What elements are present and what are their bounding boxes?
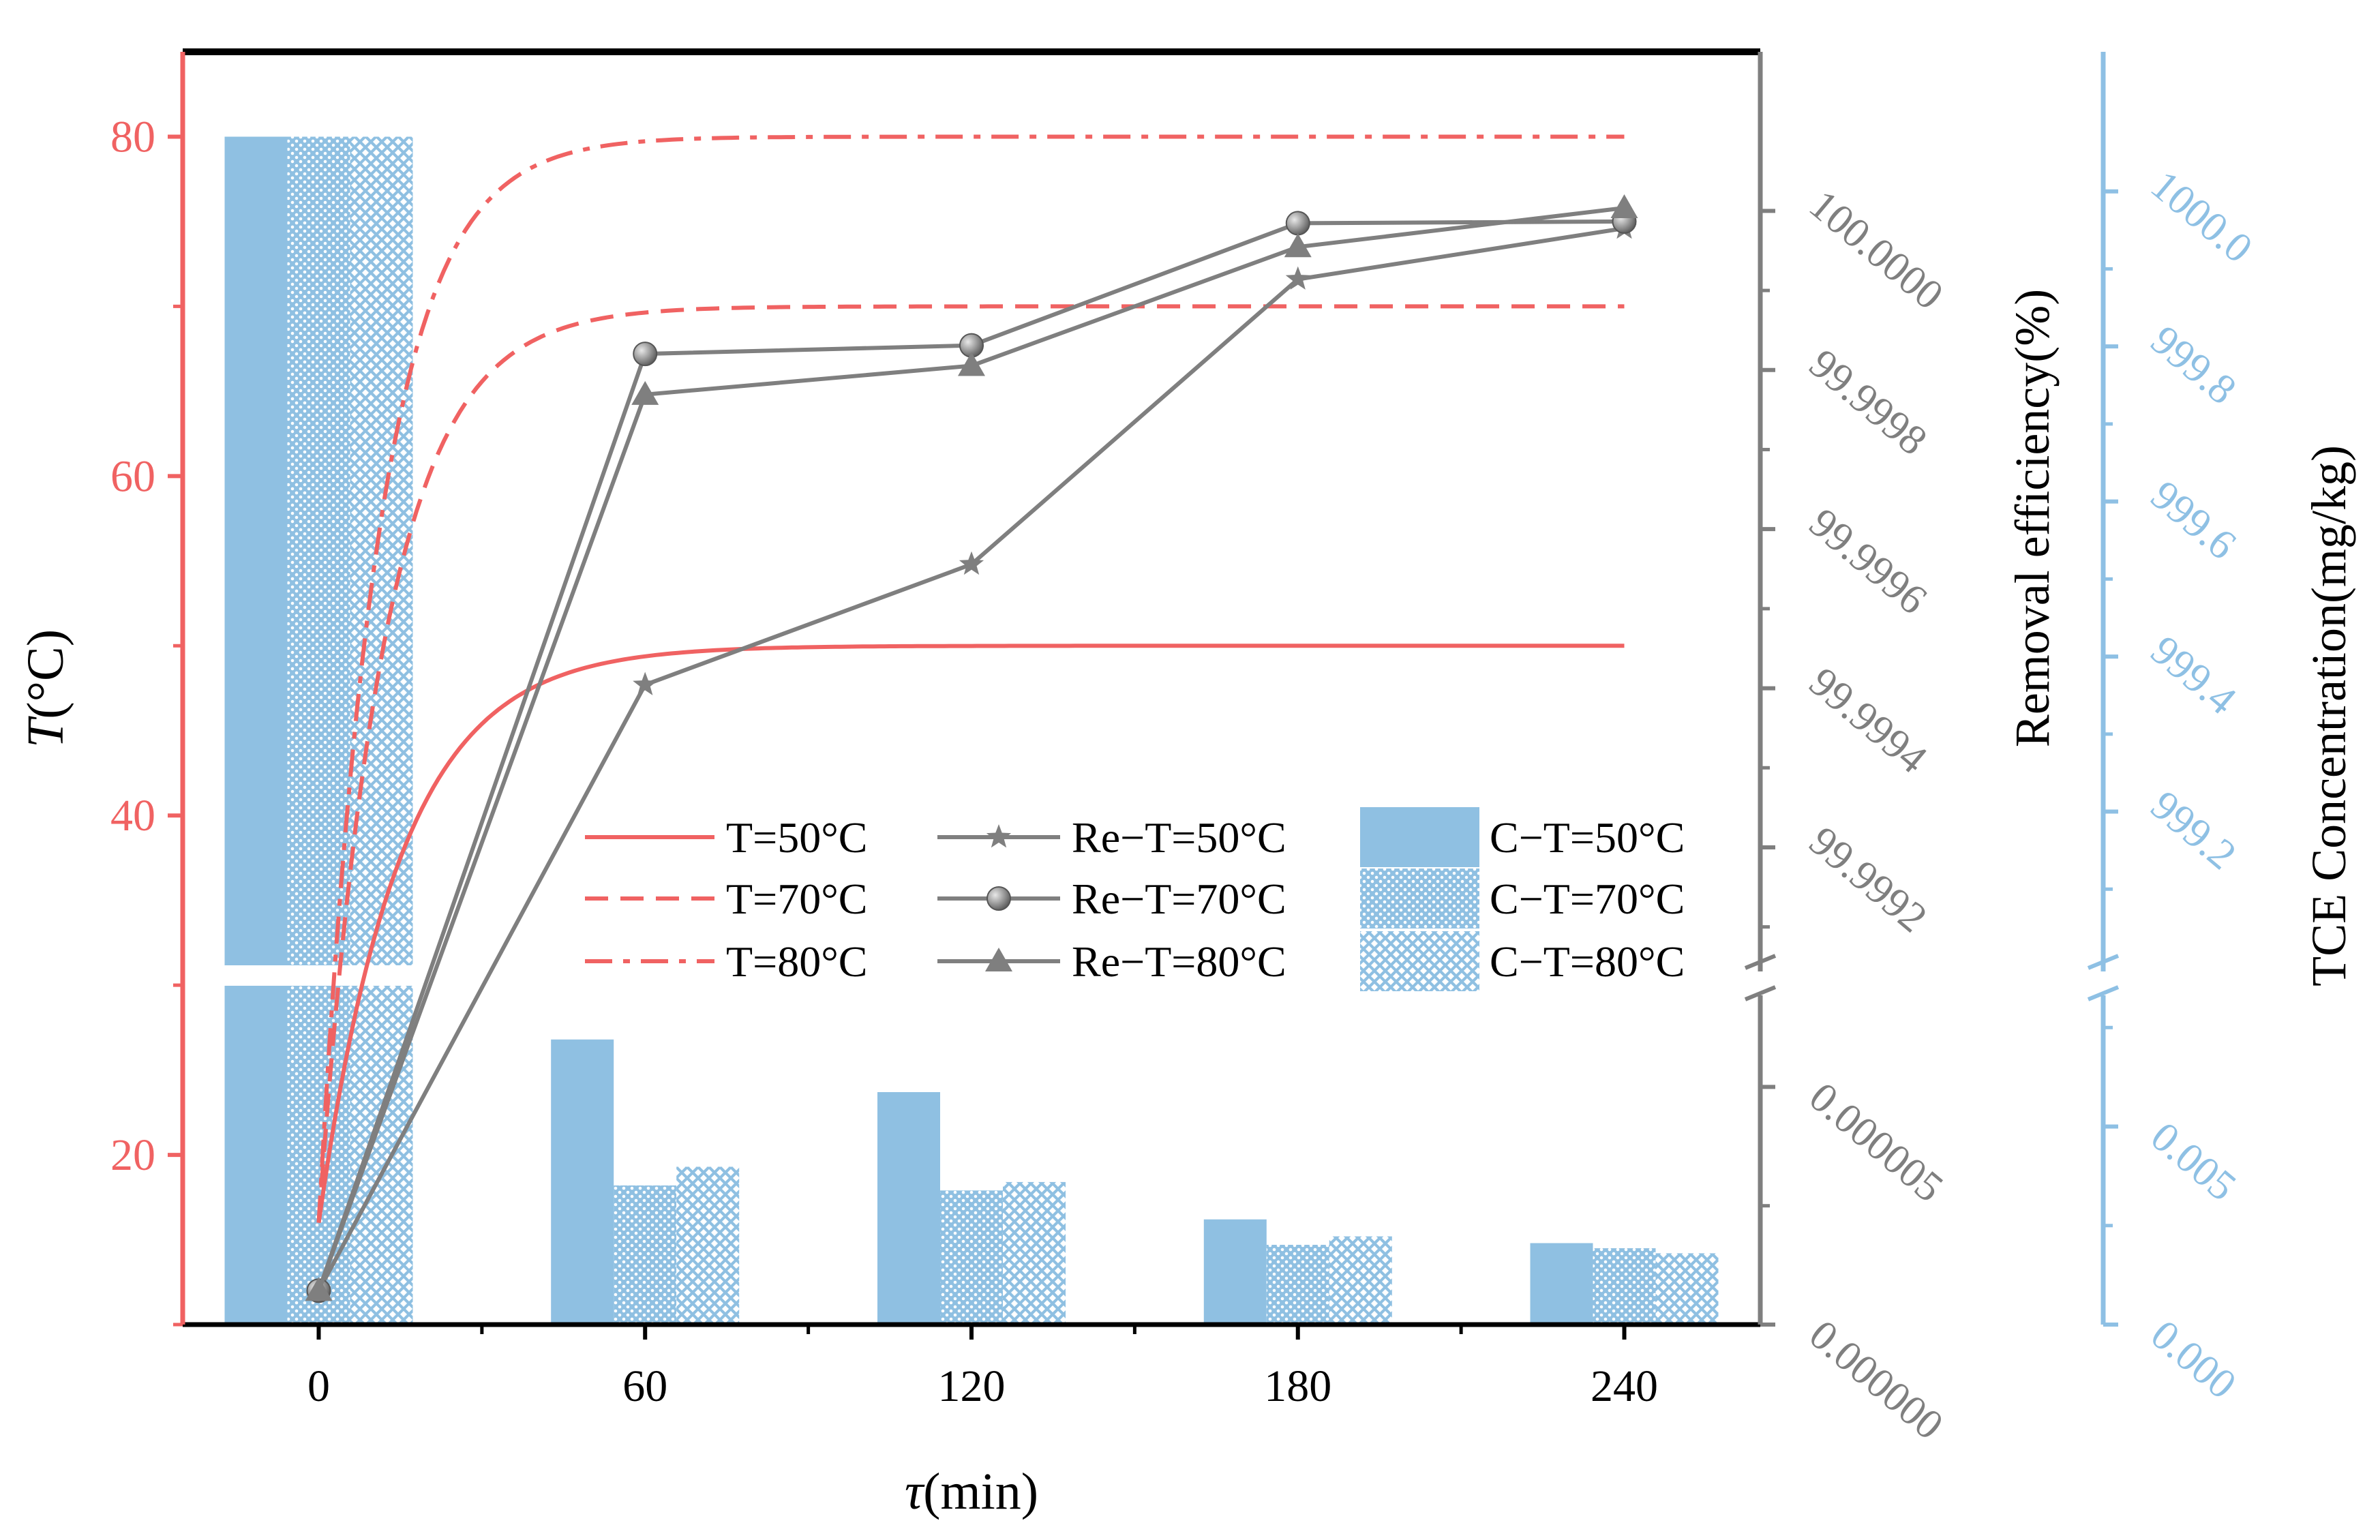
bar-dots-60 [614,1185,677,1325]
legend-label-temperature-80: T=80°C [726,937,867,986]
bar-solid-120 [877,1092,940,1325]
bar-solid-60 [551,1039,614,1325]
right-axis-2-upper-tick-label: 999.6 [2142,472,2245,569]
right-axis-1-title: Removal efficiency(%) [2005,289,2060,747]
right-axis-2-upper-tick-label: 999.8 [2142,317,2245,414]
right-axis-1-upper-tick-label: 99.9992 [1801,818,1935,942]
right-axis-1-lower-tick-label: 0.000005 [1801,1074,1952,1211]
left-axis-title: T(°C) [17,629,74,748]
right-axis-1-upper-tick-label: 99.9998 [1801,340,1935,464]
removal-point-star-60 [633,671,658,695]
legend-label-bar-dots: C−T=70°C [1490,875,1685,923]
bar-crosshatch-0 [350,136,413,1325]
legend-label-temperature-70: T=70°C [726,875,867,923]
legend-label-temperature-50: T=50°C [726,813,867,862]
right-axis-1-upper-tick-label: 99.9994 [1801,659,1935,783]
temperature-curves [316,134,1625,1224]
right-axis-1-upper-tick-label: 99.9996 [1801,500,1935,624]
legend-label-removal-circle: Re−T=70°C [1072,875,1286,923]
legend-label-bar-crosshatch: C−T=80°C [1490,937,1685,986]
right-axis-2-upper-tick-label: 999.4 [2142,627,2245,724]
legend-label-bar-solid: C−T=50°C [1490,813,1685,862]
removal-point-star-120 [959,551,984,575]
bar-solid-0 [224,136,288,1325]
left-tick-label-80: 80 [110,112,155,162]
removal-point-circle-180 [1285,211,1310,236]
removal-point-triangle-60 [631,380,659,405]
legend-swatch-bar-dots [1360,869,1479,928]
legend-swatch-removal-marker-circle [986,886,1011,911]
removal-point-triangle-180 [1284,233,1312,258]
legend-swatch-removal-marker-triangle [985,948,1012,971]
bar-crosshatch-180 [1329,1236,1392,1325]
x-axis-ticks: 0 60 120 180 240 [307,1325,1658,1411]
bar-solid-180 [1203,1219,1267,1325]
bar-solid-240 [1530,1243,1593,1325]
removal-point-circle-60 [633,342,658,367]
right-axis-2-lower-tick-label: 0.000 [2142,1312,2245,1408]
right-axis-2-ticks: 999.2 999.4 999.6 999.8 1000.0 0.000 0.005 [2103,162,2261,1408]
temperature-curve-70 [316,304,1625,1223]
right-axis-2-title: TCE Concentration(mg/kg) [2302,445,2356,986]
right-axis-2-lower-tick-label: 0.005 [2142,1113,2245,1210]
left-tick-label-40: 40 [110,791,155,841]
concentration-bars [224,136,1719,1325]
removal-point-triangle-120 [958,352,985,376]
temperature-curve-80 [316,134,1625,1223]
x-tick-label-120: 120 [938,1361,1006,1411]
legend-swatch-removal-marker-star [986,824,1012,848]
right-axis-1-ticks: 99.9992 99.9994 99.9996 99.9998 100.0000 0.00… [1760,181,1952,1449]
right-axis-2-upper-tick-label: 999.2 [2142,782,2245,879]
x-tick-label-180: 180 [1264,1361,1331,1411]
removal-point-star-180 [1285,266,1310,290]
removal-line-star [316,226,1625,1292]
legend-swatch-bar-crosshatch [1360,931,1479,991]
bar-dots-0 [287,136,350,1325]
bar-dots-240 [1593,1248,1656,1325]
x-tick-label-0: 0 [307,1361,330,1411]
axis-break-mark-1 [1744,954,1777,1001]
bar-crosshatch-60 [676,1166,740,1325]
axis-break-mark-2 [2087,954,2120,1001]
removal-point-triangle-240 [1610,194,1638,219]
bar-dots-120 [940,1190,1003,1325]
bar-crosshatch-120 [1003,1181,1066,1325]
legend: T=50°C T=70°C T=80°C Re−T=50°C Re−T=70°C Re−T… [585,807,1685,991]
right-axis-2-upper-tick-label: 1000.0 [2142,162,2261,272]
legend-label-removal-triangle: Re−T=80°C [1072,937,1286,986]
x-tick-label-240: 240 [1591,1361,1658,1411]
legend-label-removal-star: Re−T=50°C [1072,813,1286,862]
removal-efficiency-lines [305,194,1638,1303]
left-tick-label-20: 20 [110,1130,155,1180]
bar-dots-180 [1266,1245,1329,1325]
x-axis-title: τ(min) [905,1463,1038,1520]
legend-swatch-bar-solid [1360,807,1479,867]
left-axis-ticks: 20 40 60 80 [110,112,183,1327]
removal-point-triangle-0 [305,1277,333,1301]
temperature-curve-50 [316,644,1625,1224]
right-axis-1-upper-tick-label: 100.0000 [1801,181,1952,319]
axis-break-band [179,965,1774,986]
left-tick-label-60: 60 [110,451,155,501]
right-axis-1-lower-tick-label: 0.000000 [1801,1312,1952,1449]
x-tick-label-60: 60 [622,1361,667,1411]
bar-crosshatch-240 [1655,1253,1719,1325]
